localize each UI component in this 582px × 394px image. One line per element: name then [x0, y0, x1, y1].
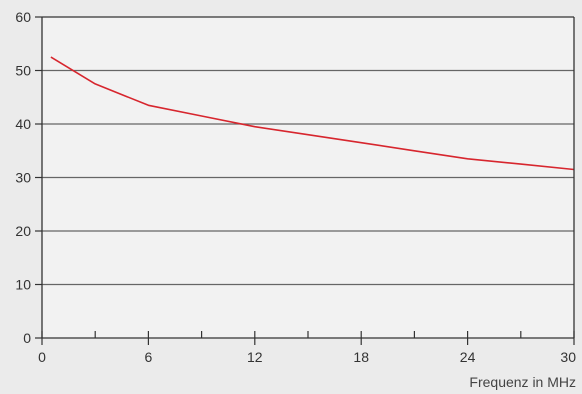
y-tick-label-20: 20 [15, 223, 31, 239]
x-tick-label-6: 6 [145, 349, 153, 365]
x-tick-label-0: 0 [38, 349, 46, 365]
x-tick-label-30: 30 [560, 349, 576, 365]
y-tick-label-30: 30 [15, 170, 31, 186]
x-axis-label: Frequenz in MHz [469, 374, 576, 390]
y-tick-label-0: 0 [23, 330, 31, 346]
tick-labels: 0 10 20 30 40 50 60 0 6 12 18 24 30 [15, 9, 576, 365]
series-lines [50, 56, 575, 171]
x-tick-label-12: 12 [247, 349, 263, 365]
y-tick-label-50: 50 [15, 63, 31, 79]
x-tick-label-24: 24 [460, 349, 476, 365]
x-tick-label-18: 18 [353, 349, 369, 365]
gridlines [42, 69, 574, 286]
plot-frame [41, 16, 575, 339]
y-tick-label-60: 60 [15, 9, 31, 25]
y-tick-label-40: 40 [15, 116, 31, 132]
series-line-0 [50, 56, 575, 171]
y-tick-label-10: 10 [15, 277, 31, 293]
